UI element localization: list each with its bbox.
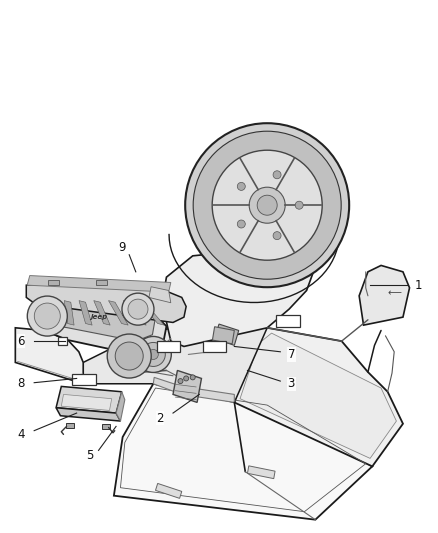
- Polygon shape: [27, 276, 171, 292]
- Polygon shape: [49, 301, 56, 325]
- Text: 3: 3: [288, 377, 295, 390]
- Polygon shape: [83, 320, 267, 402]
- Circle shape: [249, 187, 285, 223]
- Circle shape: [257, 195, 277, 215]
- Polygon shape: [109, 301, 128, 325]
- Polygon shape: [234, 328, 403, 466]
- Circle shape: [141, 342, 165, 367]
- Text: 6: 6: [17, 335, 25, 348]
- Polygon shape: [212, 327, 234, 344]
- Polygon shape: [94, 301, 110, 325]
- Bar: [72, 374, 96, 385]
- Polygon shape: [240, 333, 396, 458]
- Polygon shape: [15, 328, 83, 384]
- Polygon shape: [79, 301, 92, 325]
- Circle shape: [27, 296, 67, 336]
- Bar: [58, 337, 67, 345]
- Polygon shape: [56, 386, 122, 413]
- Polygon shape: [116, 392, 125, 421]
- Circle shape: [273, 232, 281, 240]
- Circle shape: [128, 299, 148, 319]
- Polygon shape: [64, 301, 74, 325]
- Polygon shape: [48, 280, 59, 285]
- Text: 5: 5: [86, 449, 93, 462]
- Bar: [276, 315, 300, 327]
- Text: 8: 8: [18, 377, 25, 390]
- Circle shape: [148, 350, 158, 359]
- Circle shape: [237, 182, 245, 190]
- Circle shape: [107, 334, 151, 378]
- Text: 7: 7: [287, 348, 295, 361]
- Text: 9: 9: [118, 241, 126, 254]
- Circle shape: [122, 293, 154, 325]
- Polygon shape: [66, 423, 74, 428]
- Circle shape: [135, 336, 171, 373]
- Circle shape: [185, 123, 349, 287]
- Circle shape: [184, 376, 189, 381]
- Circle shape: [212, 150, 322, 260]
- Polygon shape: [96, 280, 107, 285]
- Text: Jeep: Jeep: [90, 314, 107, 320]
- Circle shape: [178, 378, 183, 384]
- Polygon shape: [155, 483, 182, 498]
- Polygon shape: [61, 394, 112, 410]
- Circle shape: [273, 171, 281, 179]
- Bar: [203, 341, 226, 352]
- Polygon shape: [33, 298, 166, 356]
- Circle shape: [115, 342, 143, 370]
- Text: 1: 1: [414, 279, 422, 292]
- Polygon shape: [114, 384, 372, 520]
- Polygon shape: [359, 265, 410, 325]
- Circle shape: [190, 375, 195, 380]
- Text: ⟵: ⟵: [387, 288, 401, 298]
- Polygon shape: [56, 408, 120, 421]
- Polygon shape: [153, 377, 234, 402]
- Polygon shape: [162, 245, 315, 346]
- Polygon shape: [215, 324, 239, 345]
- Circle shape: [237, 220, 245, 228]
- Polygon shape: [102, 424, 110, 429]
- Text: 4: 4: [17, 428, 25, 441]
- Bar: [157, 341, 180, 352]
- Circle shape: [193, 131, 341, 279]
- Polygon shape: [138, 301, 164, 325]
- Polygon shape: [149, 287, 171, 303]
- Circle shape: [34, 303, 60, 329]
- Polygon shape: [26, 281, 186, 322]
- Polygon shape: [247, 466, 275, 479]
- Circle shape: [295, 201, 303, 209]
- Polygon shape: [173, 370, 201, 402]
- Polygon shape: [123, 301, 146, 325]
- Text: 2: 2: [156, 412, 164, 425]
- Polygon shape: [42, 296, 155, 341]
